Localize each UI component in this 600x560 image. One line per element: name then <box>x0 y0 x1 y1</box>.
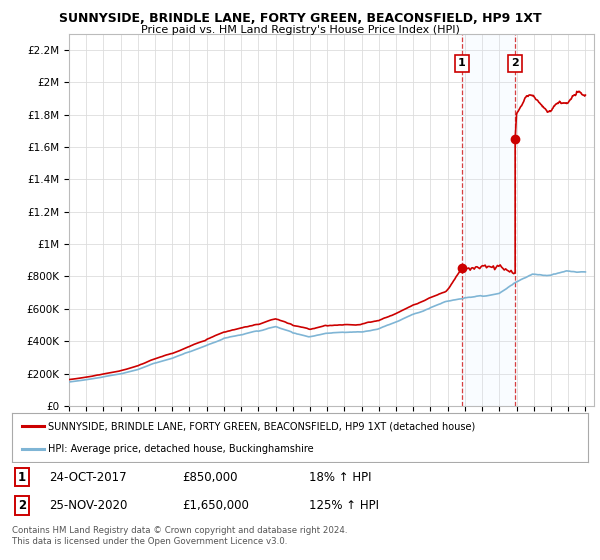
Text: £850,000: £850,000 <box>182 470 238 483</box>
Text: 1: 1 <box>18 470 26 483</box>
Text: 125% ↑ HPI: 125% ↑ HPI <box>308 499 379 512</box>
Bar <box>462 34 515 406</box>
Text: 2: 2 <box>18 499 26 512</box>
Text: 18% ↑ HPI: 18% ↑ HPI <box>308 470 371 483</box>
Text: HPI: Average price, detached house, Buckinghamshire: HPI: Average price, detached house, Buck… <box>48 444 313 454</box>
Text: SUNNYSIDE, BRINDLE LANE, FORTY GREEN, BEACONSFIELD, HP9 1XT: SUNNYSIDE, BRINDLE LANE, FORTY GREEN, BE… <box>59 12 541 25</box>
Text: Price paid vs. HM Land Registry's House Price Index (HPI): Price paid vs. HM Land Registry's House … <box>140 25 460 35</box>
Text: £1,650,000: £1,650,000 <box>182 499 249 512</box>
Text: 24-OCT-2017: 24-OCT-2017 <box>49 470 127 483</box>
Text: 2: 2 <box>511 58 519 68</box>
Text: 25-NOV-2020: 25-NOV-2020 <box>49 499 128 512</box>
Text: 1: 1 <box>458 58 466 68</box>
Text: Contains HM Land Registry data © Crown copyright and database right 2024.
This d: Contains HM Land Registry data © Crown c… <box>12 526 347 546</box>
Text: SUNNYSIDE, BRINDLE LANE, FORTY GREEN, BEACONSFIELD, HP9 1XT (detached house): SUNNYSIDE, BRINDLE LANE, FORTY GREEN, BE… <box>48 421 475 431</box>
